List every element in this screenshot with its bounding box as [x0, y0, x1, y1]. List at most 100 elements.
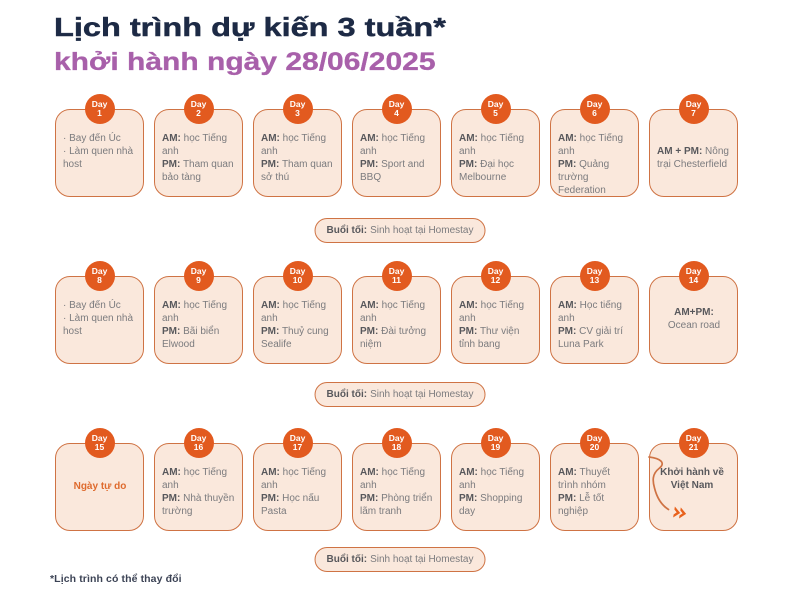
- day-card-box: AM: học Tiếng anh PM: Đại học Melbourne: [451, 109, 540, 197]
- schedule-line: AM: học Tiếng anh: [360, 467, 426, 491]
- bullet-item: · Bay đến Úc: [63, 133, 121, 144]
- day-card-body: AM: học Tiếng anh PM: Bãi biển Elwood: [155, 277, 242, 363]
- page-subtitle: khởi hành ngày 28/06/2025: [54, 48, 436, 76]
- day-card-body: AM: học Tiếng anh PM: Phòng triển lãm tra…: [353, 444, 440, 530]
- day-card-10: Day 10 AM: học Tiếng anh PM: Thuỷ cung Seal…: [253, 261, 342, 365]
- day-card-body: · Bay đến Úc · Làm quen nhà host: [56, 110, 143, 196]
- day-badge-word: Day: [487, 432, 504, 443]
- schedule-label: PM:: [360, 326, 379, 337]
- day-badge: Day 12: [480, 261, 511, 291]
- day-badge: Day 18: [381, 428, 412, 458]
- day-card-body: AM: học Tiếng anh PM: Tham quan bảo tàng: [155, 110, 242, 196]
- day-badge: Day 5: [480, 94, 511, 124]
- day-badge-number: 12: [490, 275, 501, 285]
- schedule-label: PM:: [261, 159, 280, 170]
- evening-pill-label: Buổi tối:: [326, 554, 368, 565]
- day-card-21: Day 21 Khởi hành về Việt Nam: [648, 428, 738, 532]
- day-badge-number: 1: [97, 108, 102, 118]
- day-badge-word: Day: [388, 98, 405, 109]
- day-card-box: AM: học Tiếng anh PM: Tham quan sở thú: [253, 109, 342, 197]
- schedule-label: PM:: [558, 326, 577, 337]
- day-card-body: AM: Học tiếng anh PM: CV giải trí Luna Pa…: [551, 277, 638, 363]
- day-badge: Day 13: [579, 261, 610, 291]
- schedule-label: AM:: [558, 133, 577, 144]
- evening-pill-label: Buổi tối:: [326, 225, 368, 236]
- schedule-line: AM: học Tiếng anh: [162, 300, 228, 324]
- day-card-box: · Bay đến Úc · Làm quen nhà host: [55, 109, 144, 197]
- day-card-7: Day 7 AM + PM: Nông trại Chesterfield: [649, 94, 738, 198]
- day-badge-word: Day: [91, 265, 108, 276]
- schedule-line: AM: học Tiếng anh: [459, 133, 525, 157]
- day-card-body: AM: học Tiếng anh PM: Đài tưởng niệm: [353, 277, 440, 363]
- day-card-body: AM: học Tiếng anh PM: Thư viện tỉnh bang: [452, 277, 539, 363]
- day-card-3: Day 3 AM: học Tiếng anh PM: Tham quan sở th…: [253, 94, 342, 198]
- day-card-5: Day 5 AM: học Tiếng anh PM: Đại học Melbour…: [451, 94, 540, 198]
- evening-pill-label: Buổi tối:: [326, 389, 368, 400]
- schedule-label: AM:: [261, 133, 280, 144]
- schedule-line: PM: Học nấu Pasta: [261, 493, 320, 517]
- day-badge-word: Day: [685, 432, 702, 443]
- day-card-box: AM+PM: Ocean road: [649, 276, 738, 364]
- day-badge-word: Day: [91, 98, 108, 109]
- day-card-4: Day 4 AM: học Tiếng anh PM: Sport and BBQ: [352, 94, 441, 198]
- schedule-label: PM:: [558, 493, 577, 504]
- schedule-line: PM: Thư viện tỉnh bang: [459, 326, 520, 350]
- day-card-1: Day 1 · Bay đến Úc · Làm quen nhà host: [55, 94, 144, 198]
- schedule-line: PM: Phòng triển lãm tranh: [360, 493, 433, 517]
- footnote: *Lịch trình có thể thay đổi: [50, 573, 182, 585]
- day-badge-number: 15: [94, 442, 105, 452]
- day-card-body: AM: học Tiếng anh PM: Tham quan sở thú: [254, 110, 341, 196]
- schedule-line: PM: Tham quan sở thú: [261, 159, 333, 183]
- day-card-box: AM: học Tiếng anh PM: Thư viện tỉnh bang: [451, 276, 540, 364]
- day-badge: Day 21: [678, 428, 709, 458]
- day-card-body: AM: học Tiếng anh PM: Thuỷ cung Sealife: [254, 277, 341, 363]
- day-badge-word: Day: [190, 98, 207, 109]
- day-card-body: AM + PM: Nông trại Chesterfield: [650, 110, 737, 196]
- week-row-2: Day 8 · Bay đến Úc · Làm quen nhà host Day 9 A…: [55, 261, 738, 365]
- schedule-line: PM: Quảng trường Federation: [558, 159, 610, 196]
- day-badge-word: Day: [388, 432, 405, 443]
- day-badge-number: 14: [688, 275, 699, 285]
- day-badge-word: Day: [289, 265, 306, 276]
- schedule-line: AM: học Tiếng anh: [459, 467, 525, 491]
- day-card-body: Khởi hành về Việt Nam: [650, 444, 737, 530]
- day-badge-number: 4: [394, 108, 399, 118]
- note-line: AM+PM: Ocean road: [657, 306, 731, 332]
- day-badge-number: 7: [691, 108, 696, 118]
- day-badge-number: 2: [196, 108, 201, 118]
- schedule-label: PM:: [459, 493, 478, 504]
- schedule-label: AM:: [558, 467, 577, 478]
- schedule-line: PM: Shopping day: [459, 493, 523, 517]
- schedule-label: PM:: [261, 493, 280, 504]
- day-badge-number: 6: [592, 108, 597, 118]
- day-badge: Day 6: [579, 94, 610, 124]
- schedule-label: PM:: [459, 326, 478, 337]
- evening-pill-text: Sinh hoạt tại Homestay: [370, 225, 474, 236]
- schedule-label: AM:: [360, 467, 379, 478]
- day-badge: Day 15: [84, 428, 115, 458]
- day-badge-word: Day: [586, 265, 603, 276]
- day-badge: Day 3: [282, 94, 313, 124]
- day-badge-number: 10: [292, 275, 303, 285]
- day-badge-word: Day: [586, 432, 603, 443]
- schedule-label: PM:: [360, 159, 379, 170]
- schedule-label: AM:: [261, 467, 280, 478]
- day-badge-number: 11: [392, 275, 401, 285]
- schedule-line: AM: học Tiếng anh: [162, 467, 228, 491]
- day-badge-number: 3: [295, 108, 300, 118]
- day-badge-word: Day: [190, 432, 207, 443]
- day-badge: Day 4: [381, 94, 412, 124]
- week-row-1: Day 1 · Bay đến Úc · Làm quen nhà host Day 2 A…: [55, 94, 738, 198]
- day-card-6: Day 6 AM: học Tiếng anh PM: Quảng trường Fe…: [550, 94, 639, 198]
- bullet-item: · Làm quen nhà host: [63, 146, 134, 170]
- day-badge-word: Day: [289, 432, 306, 443]
- schedule-line: AM: Thuyết trình nhóm: [558, 467, 611, 491]
- day-card-11: Day 11 AM: học Tiếng anh PM: Đài tưởng niệm: [352, 261, 441, 365]
- schedule-line: PM: Đài tưởng niệm: [360, 326, 427, 350]
- day-card-12: Day 12 AM: học Tiếng anh PM: Thư viện tỉnh …: [451, 261, 540, 365]
- day-badge-number: 19: [490, 442, 501, 452]
- schedule-label: PM:: [360, 493, 379, 504]
- schedule-label: AM:: [459, 133, 478, 144]
- schedule-label: PM:: [162, 159, 181, 170]
